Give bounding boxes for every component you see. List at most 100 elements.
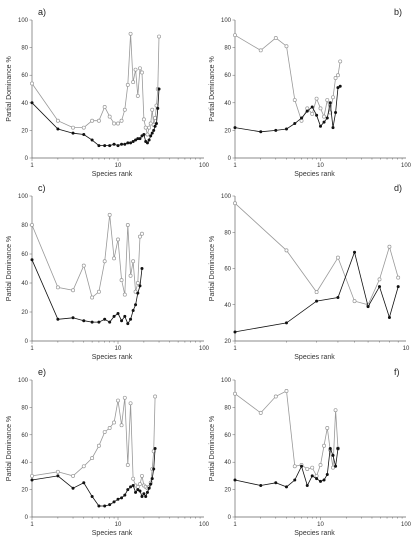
data-point-filled (30, 101, 34, 105)
data-point-filled (331, 126, 335, 130)
series-line-black (234, 448, 339, 488)
x-tick-label: 100 (199, 163, 210, 169)
data-point-filled (319, 124, 322, 128)
panel-label: a) (38, 7, 46, 17)
y-tick-label: 20 (224, 128, 231, 134)
series-line-black (31, 88, 160, 147)
data-point-filled (97, 320, 101, 324)
data-point-open (122, 292, 127, 297)
data-point-filled (30, 258, 34, 262)
x-tick-label: 100 (401, 522, 412, 528)
data-point-open (140, 473, 144, 478)
y-tick-label: 20 (224, 488, 231, 494)
y-tick-label: 100 (18, 18, 29, 24)
data-point-filled (259, 483, 263, 487)
data-point-filled (131, 483, 135, 487)
data-point-open (258, 48, 263, 53)
axis-frame (234, 380, 406, 518)
data-point-open (292, 464, 297, 469)
panel-label: c) (38, 183, 46, 193)
data-point-open (102, 259, 107, 264)
y-axis-label: Partial Dominance % (6, 56, 13, 121)
x-axis-label: Species rank (92, 171, 133, 178)
data-point-filled (300, 116, 304, 120)
data-point-filled (157, 87, 161, 91)
data-point-filled (334, 110, 338, 114)
data-point-filled (156, 106, 160, 110)
y-axis-label: Partial Dominance % (6, 416, 13, 481)
data-point-open (258, 410, 263, 415)
data-point-open (96, 443, 101, 448)
data-point-open (157, 34, 161, 39)
y-axis-label: Partial Dominance % (6, 236, 13, 301)
data-point-open (128, 31, 133, 36)
data-point-filled (147, 486, 151, 490)
data-point-filled (108, 144, 112, 148)
y-tick-label: 60 (21, 252, 28, 258)
data-point-filled (71, 316, 75, 320)
data-point-open (336, 255, 340, 260)
axis-frame (234, 20, 406, 159)
data-point-filled (112, 500, 116, 504)
data-point-filled (90, 494, 94, 498)
data-point-filled (116, 144, 120, 148)
data-point-filled (310, 105, 314, 109)
data-point-open (30, 223, 34, 227)
data-point-filled (233, 126, 237, 130)
x-tick-label: 10 (317, 163, 324, 169)
data-point-open (318, 462, 323, 467)
data-point-filled (142, 492, 146, 496)
x-tick-label: 1 (30, 346, 34, 352)
data-point-open (119, 278, 124, 283)
data-point-filled (112, 314, 116, 318)
data-point-open (318, 106, 323, 111)
x-axis-label: Species rank (294, 171, 335, 178)
y-tick-label: 100 (221, 378, 232, 384)
series-line-grey (31, 33, 160, 135)
data-point-filled (284, 485, 288, 489)
data-point-open (90, 295, 95, 300)
data-point-open (331, 465, 335, 470)
x-tick-label: 10 (403, 346, 410, 352)
x-tick-label: 10 (317, 522, 324, 528)
data-point-open (96, 289, 101, 294)
data-point-open (314, 290, 319, 295)
panel-5: 1 10 100 0 20 40 60 80 100 Species rank Partial Do… (6, 367, 210, 537)
x-axis-label: Species rank (92, 530, 133, 537)
x-tick-label: 10 (115, 522, 122, 528)
data-point-open (81, 125, 86, 130)
x-axis-label: Species rank (294, 530, 335, 537)
y-tick-label: 40 (224, 101, 231, 107)
data-point-open (322, 114, 326, 119)
panel-4: 1 10 20 40 60 80 100 Species rank Partial Domina… (209, 183, 410, 361)
data-point-open (125, 462, 130, 467)
data-point-filled (284, 321, 288, 325)
data-point-filled (90, 320, 94, 324)
data-point-filled (233, 330, 237, 334)
data-point-filled (328, 101, 332, 105)
data-point-filled (71, 131, 75, 135)
data-point-open (310, 465, 315, 470)
y-tick-label: 20 (224, 339, 231, 345)
panel-6: 1 10 100 0 20 40 60 80 100 Species rank Partial Do… (209, 367, 412, 537)
data-point-open (325, 98, 330, 102)
data-point-filled (274, 481, 278, 485)
y-tick-label: 60 (21, 73, 28, 79)
y-tick-label: 80 (21, 46, 28, 52)
y-tick-label: 40 (21, 281, 28, 287)
data-point-filled (56, 317, 60, 321)
x-tick-label: 1 (30, 163, 34, 169)
data-point-filled (153, 124, 157, 128)
series-line-grey (234, 34, 341, 122)
data-point-filled (149, 134, 153, 138)
data-point-filled (147, 138, 151, 142)
y-tick-label: 40 (21, 460, 28, 466)
data-point-open (119, 423, 124, 428)
data-point-open (102, 104, 107, 109)
y-tick-label: 0 (25, 156, 29, 162)
data-point-filled (134, 138, 138, 142)
y-tick-label: 80 (224, 46, 231, 52)
data-point-open (138, 234, 142, 239)
data-point-open (141, 117, 146, 122)
data-point-open (112, 256, 117, 261)
